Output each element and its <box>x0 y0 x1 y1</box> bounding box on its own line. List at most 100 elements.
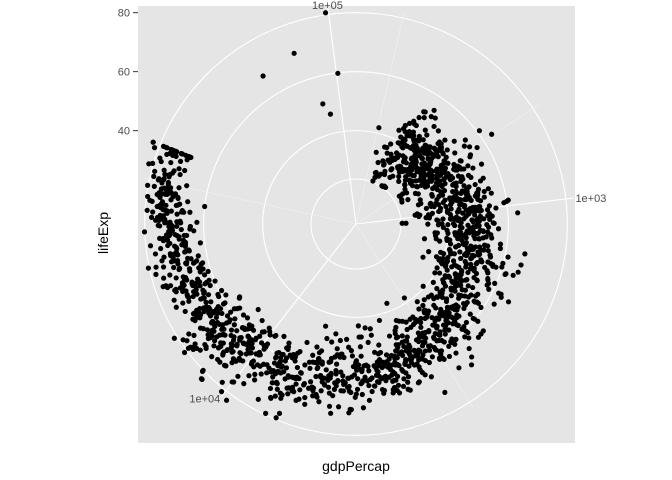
data-point <box>440 192 446 198</box>
data-point <box>474 194 480 200</box>
data-point <box>355 323 361 329</box>
data-point <box>477 251 483 257</box>
data-point <box>152 251 159 257</box>
data-point <box>310 352 316 358</box>
data-point <box>186 331 192 337</box>
data-point <box>206 305 212 311</box>
data-point <box>211 310 217 316</box>
data-point <box>402 186 408 192</box>
data-point <box>411 163 417 170</box>
data-point <box>396 178 402 184</box>
data-point <box>195 253 201 259</box>
data-point <box>373 372 380 378</box>
data-point <box>398 134 404 140</box>
data-point <box>472 236 478 242</box>
data-point <box>258 371 264 377</box>
data-point <box>446 353 453 360</box>
data-point <box>386 333 393 339</box>
data-point <box>186 298 192 304</box>
data-point <box>326 390 332 396</box>
data-point <box>168 252 174 259</box>
data-point <box>467 311 473 317</box>
data-point <box>474 190 480 196</box>
data-point <box>376 125 382 131</box>
data-point <box>355 376 361 382</box>
data-point <box>442 165 449 171</box>
data-point <box>424 132 430 138</box>
data-point <box>434 172 440 178</box>
data-point <box>227 317 233 323</box>
data-point <box>171 297 177 303</box>
data-point <box>380 158 386 164</box>
data-point <box>360 405 367 411</box>
data-point <box>318 388 324 394</box>
data-point <box>450 258 457 264</box>
data-point <box>469 217 475 223</box>
data-point <box>462 287 469 293</box>
data-point <box>413 150 419 156</box>
data-point <box>505 299 512 305</box>
data-point <box>173 304 179 310</box>
data-point <box>478 257 484 263</box>
data-point <box>381 171 388 178</box>
major-spoke-1e+04 <box>221 223 357 398</box>
data-point <box>175 194 181 200</box>
data-point <box>418 200 424 207</box>
data-point <box>416 306 422 312</box>
data-point <box>407 316 413 322</box>
data-point <box>404 338 410 344</box>
data-point <box>371 363 377 369</box>
data-point <box>306 359 312 365</box>
data-point <box>297 387 303 393</box>
y-tick-label: 60 <box>118 67 130 79</box>
data-point <box>413 178 419 184</box>
data-point <box>460 210 466 216</box>
data-point <box>453 230 459 236</box>
data-point <box>461 305 467 311</box>
data-point <box>460 232 467 239</box>
data-point <box>228 309 234 315</box>
data-point <box>207 335 213 341</box>
data-point <box>158 186 164 192</box>
data-point <box>522 251 528 257</box>
data-point <box>420 302 426 309</box>
data-point <box>444 207 451 214</box>
data-point <box>253 351 259 357</box>
data-point <box>473 217 480 223</box>
data-point <box>431 334 437 340</box>
data-point <box>418 315 424 322</box>
data-point <box>458 158 464 164</box>
data-point <box>259 317 265 324</box>
data-point <box>165 184 171 190</box>
data-point <box>442 327 448 333</box>
data-point <box>310 388 316 394</box>
data-point <box>145 265 152 271</box>
data-point <box>281 369 287 375</box>
data-point <box>448 293 454 299</box>
data-point <box>399 220 405 226</box>
data-point <box>420 339 426 345</box>
data-point <box>190 293 196 300</box>
data-point <box>180 288 186 295</box>
data-point <box>170 151 176 157</box>
data-point <box>441 158 447 164</box>
data-point <box>471 274 477 281</box>
data-point <box>445 254 451 261</box>
data-point <box>375 159 381 166</box>
data-point <box>203 345 209 352</box>
data-point <box>456 206 462 212</box>
data-point <box>385 361 392 367</box>
data-point <box>384 144 390 151</box>
data-point <box>319 359 325 365</box>
data-point <box>387 174 393 180</box>
data-point <box>410 129 417 135</box>
data-point <box>423 205 430 211</box>
data-point <box>179 208 185 214</box>
data-point <box>433 305 439 311</box>
data-point <box>346 410 352 416</box>
data-point <box>403 356 409 363</box>
data-point <box>187 209 193 215</box>
data-point <box>414 299 420 305</box>
data-point <box>183 260 189 266</box>
data-point <box>174 211 180 217</box>
